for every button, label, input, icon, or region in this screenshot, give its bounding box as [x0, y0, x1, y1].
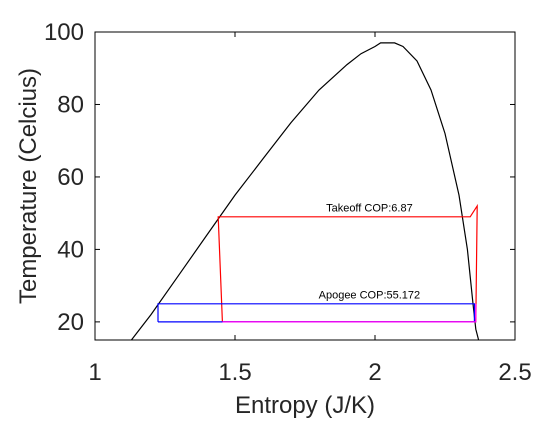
ticks-group: 1 1.5 2 2.5 20 40 60 80 100	[44, 19, 532, 386]
x-axis-label: Entropy (J/K)	[235, 392, 375, 419]
x-tick-label: 2	[368, 359, 381, 386]
annotations-group: Takeoff COP:6.87 Apogee COP:55.172	[319, 202, 421, 301]
x-tick-label: 2.5	[498, 359, 531, 386]
y-tick-label: 40	[57, 236, 84, 263]
y-tick-label: 80	[57, 91, 84, 118]
series-line-3	[222, 303, 477, 323]
annotation-label: Takeoff COP:6.87	[326, 202, 413, 214]
annotation-label: Apogee COP:55.172	[319, 289, 421, 301]
series-group	[130, 42, 480, 341]
plot-area	[94, 31, 516, 341]
y-tick-label: 20	[57, 309, 84, 336]
x-tick-label: 1	[88, 359, 101, 386]
y-tick-label: 60	[57, 164, 84, 191]
y-tick-label: 100	[44, 19, 84, 46]
x-tick-label: 1.5	[218, 359, 251, 386]
series-line-0	[130, 42, 480, 341]
y-axis-label: Temperature (Celcius)	[15, 68, 42, 304]
